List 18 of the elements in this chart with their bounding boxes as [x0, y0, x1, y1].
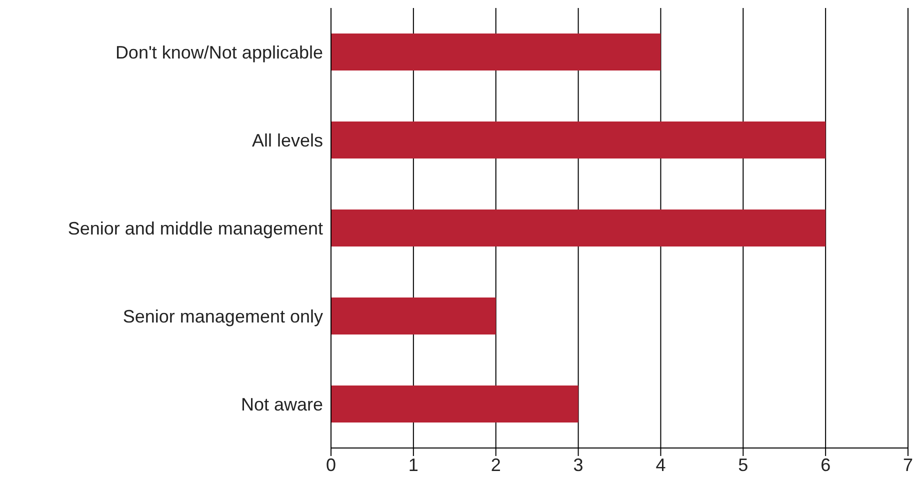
bar: [331, 386, 578, 423]
x-tick-label: 1: [408, 454, 418, 475]
x-tick-label: 7: [902, 454, 914, 475]
y-tick-label: All levels: [252, 130, 323, 150]
bar: [331, 298, 496, 335]
x-tick-label: 0: [326, 454, 336, 475]
x-tick-label: 6: [820, 454, 831, 475]
bar: [331, 210, 826, 247]
x-tick-label: 2: [490, 454, 501, 475]
y-tick-label: Don't know/Not applicable: [115, 42, 323, 62]
bar: [331, 122, 826, 159]
x-tick-label: 3: [573, 454, 584, 475]
x-tick-label: 5: [738, 454, 748, 475]
y-tick-label: Senior management only: [122, 306, 323, 326]
x-tick-label: 4: [656, 454, 666, 475]
y-tick-label: Not aware: [240, 394, 323, 414]
y-tick-label: Senior and middle management: [68, 218, 323, 238]
bar: [331, 34, 661, 71]
